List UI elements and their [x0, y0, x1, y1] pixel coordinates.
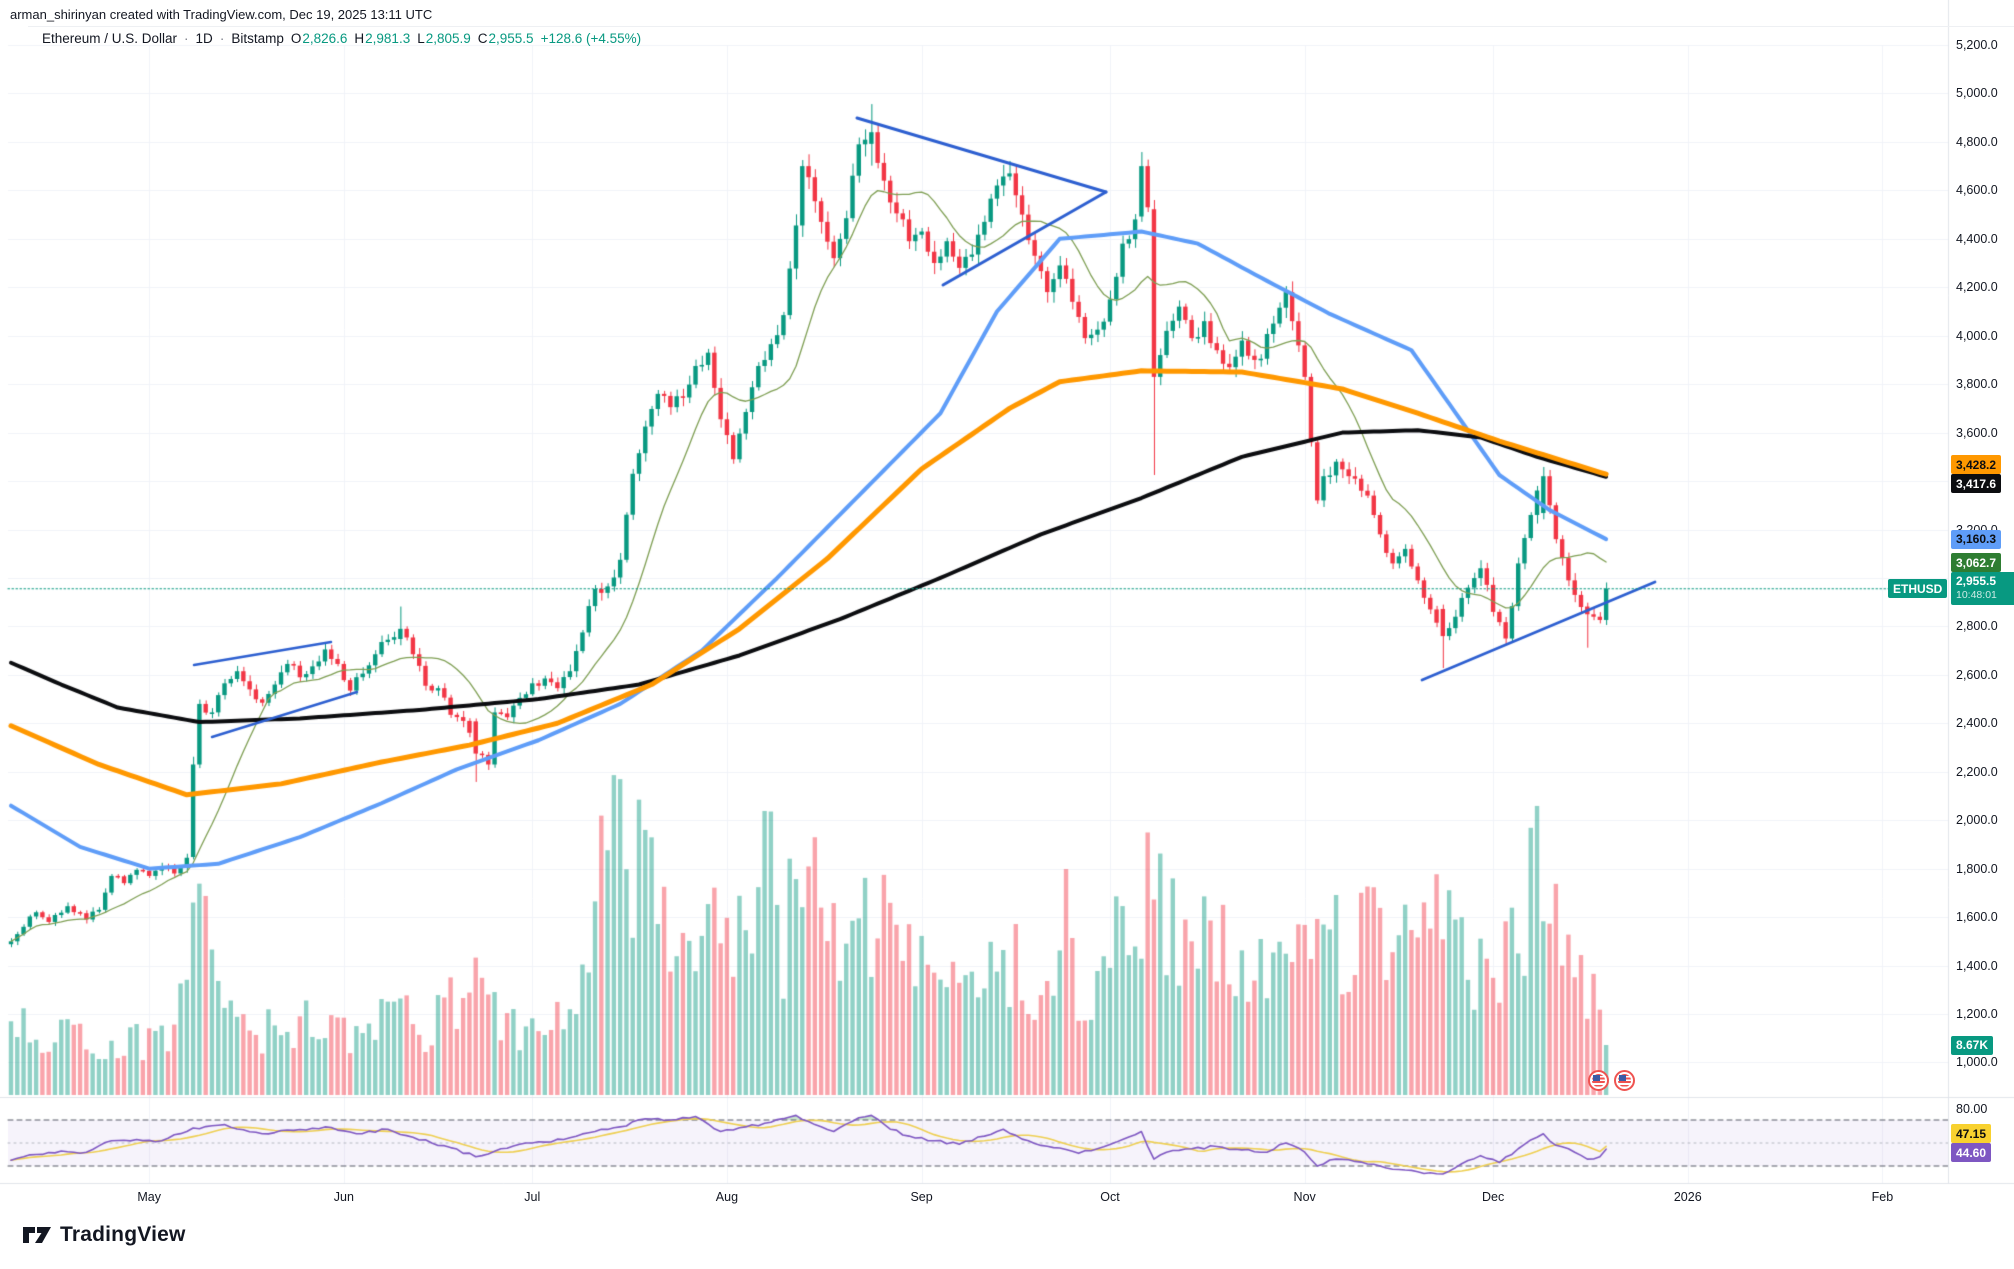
legend-high: H 2,981.3: [354, 31, 411, 46]
tradingview-logo-icon: [23, 1227, 51, 1243]
tradingview-logo-text: TradingView: [60, 1223, 186, 1246]
time-axis-label: Jun: [333, 1190, 354, 1204]
price-axis-label: 1,000.0: [1956, 1055, 1998, 1070]
price-axis-label: 4,000.0: [1956, 328, 1998, 343]
economic-event-us-flag-icon[interactable]: [1588, 1070, 1609, 1091]
rsi-badge: 44.60: [1951, 1143, 1992, 1162]
price-axis-label: 2,800.0: [1956, 619, 1998, 634]
price-axis-label: 4,200.0: [1956, 280, 1998, 295]
time-axis-label: Nov: [1293, 1190, 1316, 1204]
tradingview-logo[interactable]: TradingView: [22, 1222, 186, 1248]
legend-change: +128.6 (+4.55%): [540, 31, 642, 46]
price-axis-label: 4,400.0: [1956, 231, 1998, 246]
legend-symbol-name[interactable]: Ethereum / U.S. Dollar: [42, 31, 178, 46]
price-axis-label: 2,200.0: [1956, 764, 1998, 779]
price-axis-label: 5,000.0: [1956, 86, 1998, 101]
legend-separator: ·: [219, 31, 225, 46]
volume-badge: 8.67K: [1951, 1035, 1994, 1055]
legend-separator: ·: [184, 31, 189, 46]
legend-close: C 2,955.5: [477, 31, 534, 46]
legend-open: O 2,826.6: [290, 31, 348, 46]
rsi-axis-label: 80.00: [1956, 1101, 1988, 1116]
time-axis-label: May: [137, 1190, 161, 1204]
price-axis-label: 3,600.0: [1956, 425, 1998, 440]
legend-low: L 2,805.9: [417, 31, 471, 46]
time-axis-label: Sep: [910, 1190, 933, 1204]
price-axis-label: 1,200.0: [1956, 1007, 1998, 1021]
bar-countdown: 10:48:01: [1956, 589, 1997, 602]
price-axis-label: 1,600.0: [1956, 910, 1998, 925]
header-divider: [28, 26, 2014, 27]
last-price-value: 2,955.5: [1956, 574, 1997, 589]
ma50-price-badge: 3,160.3: [1951, 529, 2002, 549]
price-axis-label: 1,400.0: [1956, 958, 1998, 973]
legend-interval[interactable]: 1D: [195, 31, 213, 46]
price-axis-label: 3,800.0: [1956, 377, 1998, 392]
price-axis-label: 4,600.0: [1956, 183, 1998, 198]
symbol-legend[interactable]: Ethereum / U.S. Dollar · 1D · Bitstamp O…: [42, 31, 641, 46]
ma-fast-price-badge: 3,062.7: [1951, 553, 2002, 573]
time-axis-label: Oct: [1100, 1190, 1120, 1204]
last-price-badge: 2,955.5 10:48:01: [1951, 571, 2014, 605]
legend-exchange: Bitstamp: [231, 31, 284, 46]
price-axis-label: 4,800.0: [1956, 134, 1998, 149]
time-axis-label: 2026: [1673, 1190, 1702, 1204]
ma100-price-badge: 3,428.2: [1951, 455, 2002, 475]
price-axis-label: 1,800.0: [1956, 861, 1998, 876]
price-axis-label: 2,000.0: [1956, 813, 1998, 828]
time-axis-label: Feb: [1871, 1190, 1894, 1204]
attribution-text: arman_shirinyan created with TradingView…: [10, 7, 433, 22]
symbol-ticker-badge: ETHUSD: [1888, 579, 1948, 599]
rsi-ma-badge: 47.15: [1951, 1124, 1992, 1143]
price-axis-label: 2,400.0: [1956, 716, 1998, 731]
time-axis-label: Jul: [524, 1190, 541, 1204]
price-axis-label: 5,200.0: [1956, 38, 1998, 52]
economic-event-us-flag-icon[interactable]: [1614, 1070, 1635, 1091]
time-axis-label: Aug: [715, 1190, 739, 1204]
price-axis-label: 2,600.0: [1956, 667, 1998, 682]
ma200-price-badge: 3,417.6: [1951, 474, 2002, 494]
time-axis-label: Dec: [1481, 1190, 1505, 1204]
